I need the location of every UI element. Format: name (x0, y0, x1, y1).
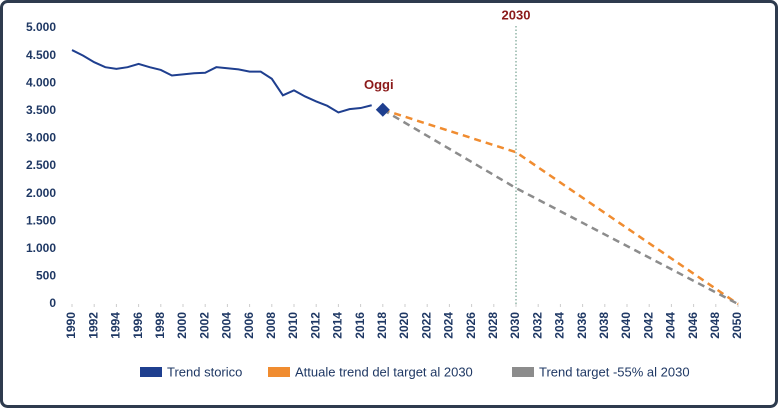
y-tick-label: 1.000 (26, 241, 56, 255)
x-tick-label: 2032 (530, 312, 544, 339)
x-tick-label: 2006 (242, 312, 256, 339)
x-tick-label: 2042 (641, 312, 655, 339)
x-tick-label: 1990 (64, 312, 78, 339)
marker (375, 102, 390, 117)
x-tick-label: 2040 (619, 312, 633, 339)
y-tick-label: 0 (49, 296, 56, 310)
series-line (382, 108, 739, 306)
x-tick-label: 2014 (331, 312, 345, 339)
y-tick-label: 3.500 (26, 103, 56, 117)
x-tick-label: 2050 (730, 312, 744, 339)
annotation: Oggi (364, 77, 394, 92)
y-tick-label: 500 (36, 269, 56, 283)
annotation: 2030 (502, 7, 531, 22)
y-tick-label: 2.000 (26, 186, 56, 200)
series-line (71, 49, 372, 114)
x-tick-label: 2030 (508, 312, 522, 339)
x-tick-label: 2024 (442, 312, 456, 339)
x-tick-label: 2048 (708, 312, 722, 339)
x-tick-label: 2044 (664, 312, 678, 339)
x-tick-label: 2036 (575, 312, 589, 339)
y-tick-label: 5.000 (26, 20, 56, 34)
legend-label: Attuale trend del target al 2030 (295, 364, 473, 379)
x-tick-label: 2012 (308, 312, 322, 339)
y-tick-label: 2.500 (26, 158, 56, 172)
x-tick-label: 2000 (175, 312, 189, 339)
x-tick-label: 2028 (486, 312, 500, 339)
legend-swatch (140, 367, 162, 377)
x-tick-label: 1994 (109, 312, 123, 339)
x-tick-label: 2046 (686, 312, 700, 339)
x-tick-label: 1996 (131, 312, 145, 339)
x-tick-label: 2034 (553, 312, 567, 339)
x-tick-label: 2020 (397, 312, 411, 339)
legend-label: Trend target -55% al 2030 (539, 364, 690, 379)
x-tick-label: 2002 (197, 312, 211, 339)
y-tick-label: 1.500 (26, 213, 56, 227)
y-tick-label: 4.000 (26, 75, 56, 89)
x-tick-label: 2010 (286, 312, 300, 339)
x-tick-label: 1992 (86, 312, 100, 339)
legend-swatch (512, 367, 534, 377)
legend-swatch (268, 367, 290, 377)
x-tick-label: 2038 (597, 312, 611, 339)
x-tick-label: 2018 (375, 312, 389, 339)
x-tick-label: 2022 (419, 312, 433, 339)
y-tick-label: 4.500 (26, 48, 56, 62)
legend-label: Trend storico (167, 364, 242, 379)
x-tick-label: 1998 (153, 312, 167, 339)
y-tick-label: 3.000 (26, 131, 56, 145)
x-tick-label: 2004 (220, 312, 234, 339)
x-tick-label: 2026 (464, 312, 478, 339)
x-tick-label: 2016 (353, 312, 367, 339)
x-tick-label: 2008 (264, 312, 278, 339)
